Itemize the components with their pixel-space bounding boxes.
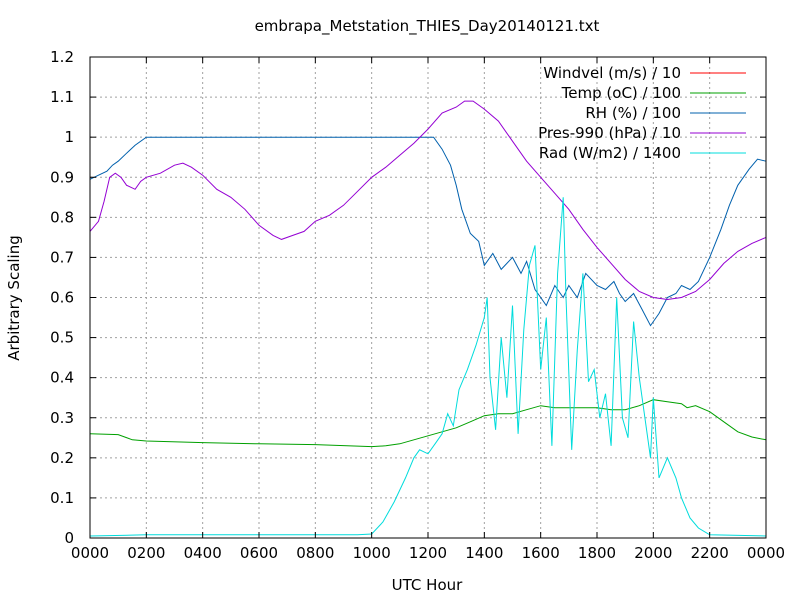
x-tick-label: 1600 <box>522 544 560 562</box>
y-tick-label: 1.2 <box>50 48 74 66</box>
y-tick-label: 0.3 <box>50 409 74 427</box>
y-axis-title: Arbitrary Scaling <box>5 235 23 361</box>
y-tick-label: 0.8 <box>50 208 74 226</box>
y-tick-label: 0.4 <box>50 369 74 387</box>
y-tick-label: 0 <box>64 529 74 547</box>
x-tick-label: 1800 <box>578 544 616 562</box>
y-axis-ticks: 0 0.1 0.2 0.3 0.4 0.5 0.6 0.7 0.8 0.9 1 1.1 1.2 <box>50 48 766 547</box>
series-line-4 <box>89 197 767 537</box>
chart-title: embrapa_Metstation_THIES_Day20140121.txt <box>255 17 600 36</box>
series-line-3 <box>89 100 767 301</box>
x-tick-label: 1400 <box>465 544 503 562</box>
x-tick-label: 0000 <box>71 544 109 562</box>
x-axis-title: UTC Hour <box>392 576 463 594</box>
x-tick-label: 0800 <box>296 544 334 562</box>
y-tick-label: 0.6 <box>50 289 74 307</box>
legend-label: RH (%) / 100 <box>585 104 681 122</box>
y-tick-label: 0.9 <box>50 168 74 186</box>
legend-label: Windvel (m/s) / 10 <box>543 64 681 82</box>
y-tick-label: 0.2 <box>50 449 74 467</box>
x-tick-label: 2200 <box>691 544 729 562</box>
y-tick-label: 1 <box>64 128 74 146</box>
x-tick-label: 1000 <box>353 544 391 562</box>
legend: Windvel (m/s) / 10 Temp (oC) / 100 RH (%) … <box>538 64 746 162</box>
legend-label: Rad (W/m2) / 1400 <box>539 144 681 162</box>
y-tick-label: 1.1 <box>50 88 74 106</box>
x-axis-ticks: 0000 0200 0400 0600 0800 1000 1200 1400 1600 1800… <box>71 57 785 562</box>
x-tick-label: 0600 <box>240 544 278 562</box>
y-tick-label: 0.5 <box>50 329 74 347</box>
y-tick-label: 0.1 <box>50 489 74 507</box>
x-tick-label: 0000 <box>747 544 785 562</box>
y-tick-label: 0.7 <box>50 248 74 266</box>
x-tick-label: 2000 <box>634 544 672 562</box>
series-lines <box>89 100 767 537</box>
x-tick-label: 1200 <box>409 544 447 562</box>
series-line-2 <box>89 136 767 327</box>
legend-label: Temp (oC) / 100 <box>561 84 681 102</box>
legend-label: Pres-990 (hPa) / 10 <box>538 124 681 142</box>
x-tick-label: 0400 <box>184 544 222 562</box>
x-tick-label: 0200 <box>127 544 165 562</box>
